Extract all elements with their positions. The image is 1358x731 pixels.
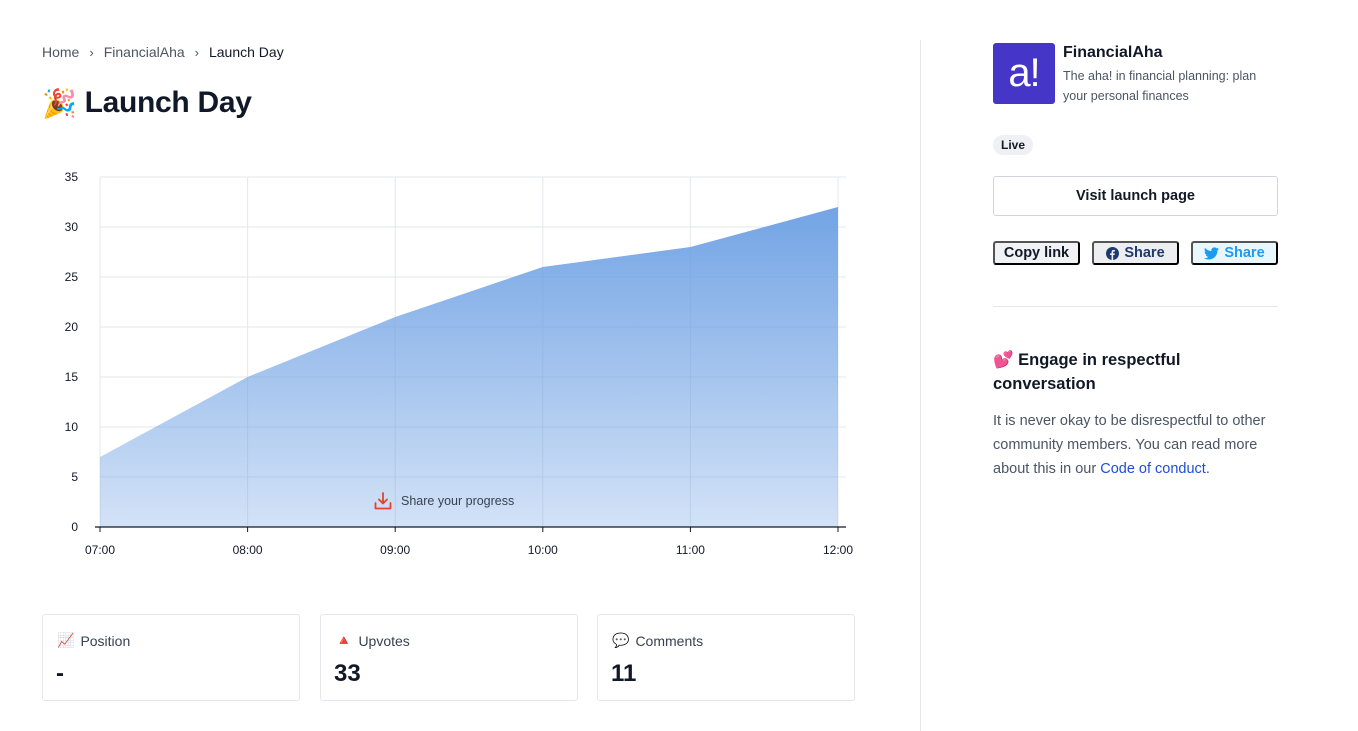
chart-increasing-icon: 📈 [57, 632, 75, 648]
stat-value: 11 [611, 660, 637, 687]
launch-day-chart: 0 5 10 15 20 25 30 35 07:00 08:00 09:00 10:00 11:00 1… [65, 170, 854, 557]
breadcrumb: Home › FinancialAha › Launch Day [42, 44, 284, 60]
x-tick-label: 08:00 [233, 543, 263, 557]
page-title: 🎉 Launch Day [42, 86, 252, 120]
engage-text-end: . [1205, 461, 1210, 477]
x-tick-label: 09:00 [380, 543, 410, 557]
y-tick-label: 15 [65, 370, 79, 384]
x-tick-label: 12:00 [823, 543, 853, 557]
y-tick-label: 5 [71, 470, 78, 484]
engage-text-body: It is never okay to be disrespectful to … [993, 413, 1266, 477]
twitter-share-label: Share [1224, 245, 1265, 261]
copy-link-button[interactable]: Copy link [993, 241, 1080, 265]
y-tick-label: 10 [65, 420, 79, 434]
breadcrumb-separator: › [89, 44, 94, 60]
download-icon [374, 492, 392, 510]
stat-label: Comments [635, 632, 704, 649]
stat-card-comments: 💬 Comments 11 [597, 614, 855, 701]
share-progress-button[interactable]: Share your progress [373, 491, 514, 511]
facebook-share-button[interactable]: Share [1092, 241, 1179, 265]
party-popper-icon: 🎉 [42, 87, 77, 119]
stat-value: - [56, 660, 64, 687]
code-of-conduct-link[interactable]: Code of conduct [1100, 461, 1206, 477]
stat-value: 33 [334, 660, 361, 687]
facebook-icon [1106, 246, 1120, 260]
twitter-share-button[interactable]: Share [1191, 241, 1278, 265]
breadcrumb-current: Launch Day [208, 44, 284, 60]
two-hearts-icon: 💕 [993, 351, 1014, 369]
product-logo[interactable]: a! [993, 43, 1055, 104]
engage-title-text: Engage in respectful conversation [993, 351, 1181, 393]
engage-text: It is never okay to be disrespectful to … [993, 409, 1283, 481]
breadcrumb-home[interactable]: Home [42, 44, 80, 60]
column-divider [920, 40, 921, 731]
visit-launch-page-button[interactable]: Visit launch page [993, 176, 1278, 216]
breadcrumb-separator: › [194, 44, 199, 60]
y-tick-label: 0 [71, 520, 78, 534]
y-tick-label: 20 [65, 320, 79, 334]
y-tick-label: 25 [65, 270, 79, 284]
x-tick-label: 07:00 [85, 543, 115, 557]
page-title-text: Launch Day [84, 86, 252, 119]
engage-heading: 💕 Engage in respectful conversation [993, 348, 1253, 396]
product-name[interactable]: FinancialAha [1063, 44, 1163, 61]
x-tick-label: 10:00 [528, 543, 558, 557]
share-progress-label: Share your progress [401, 494, 515, 508]
series-area [100, 207, 838, 527]
product-tagline: The aha! in financial planning: plan you… [1063, 69, 1257, 103]
y-tick-label: 30 [65, 220, 79, 234]
breadcrumb-product[interactable]: FinancialAha [103, 44, 185, 60]
y-tick-label: 35 [65, 170, 79, 184]
red-triangle-icon: 🔺 [335, 632, 353, 648]
speech-bubble-icon: 💬 [612, 632, 630, 648]
stat-label: Upvotes [358, 632, 410, 649]
stat-label: Position [80, 632, 131, 649]
stat-card-upvotes: 🔺 Upvotes 33 [320, 614, 578, 701]
facebook-share-label: Share [1124, 245, 1165, 261]
stat-card-position: 📈 Position - [42, 614, 300, 701]
x-tick-label: 11:00 [676, 543, 705, 557]
status-badge: Live [993, 135, 1034, 155]
twitter-icon [1204, 246, 1220, 259]
sidebar-divider [993, 306, 1278, 307]
